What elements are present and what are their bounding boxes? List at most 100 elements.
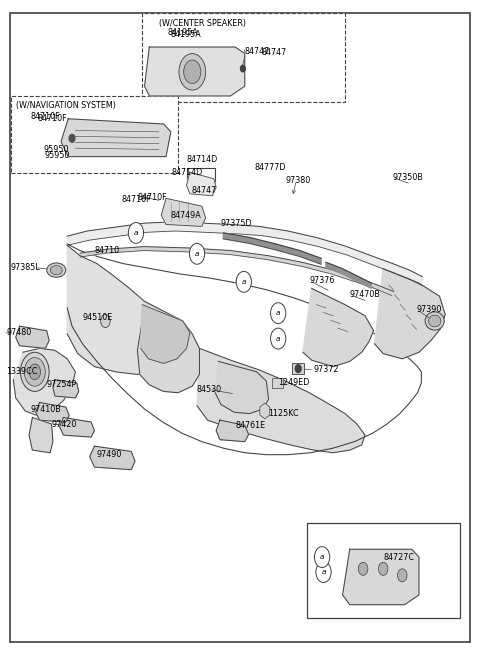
Text: 84710F: 84710F (37, 114, 67, 123)
Polygon shape (197, 348, 365, 453)
Text: 97390: 97390 (417, 305, 442, 314)
Ellipse shape (425, 312, 444, 330)
Ellipse shape (50, 265, 62, 274)
Text: (W/CENTER SPEAKER): (W/CENTER SPEAKER) (159, 19, 246, 28)
Text: 97372: 97372 (314, 365, 339, 375)
Polygon shape (60, 417, 95, 437)
Polygon shape (343, 550, 419, 605)
Text: 84714D: 84714D (172, 168, 203, 177)
Polygon shape (16, 326, 49, 348)
Polygon shape (374, 269, 445, 359)
Text: 84195A: 84195A (168, 28, 198, 37)
Text: 94510E: 94510E (83, 313, 113, 322)
Bar (307, 523, 459, 618)
Circle shape (190, 244, 204, 264)
Polygon shape (61, 119, 171, 157)
Circle shape (101, 314, 110, 328)
Circle shape (314, 547, 330, 567)
Text: a: a (276, 310, 280, 316)
Bar (187, 168, 215, 187)
Text: a: a (320, 554, 324, 560)
Circle shape (236, 271, 252, 292)
Text: 95950: 95950 (44, 151, 70, 160)
Text: 84777D: 84777D (254, 163, 286, 172)
Text: 97490: 97490 (96, 450, 121, 459)
Polygon shape (223, 233, 321, 264)
Circle shape (184, 60, 201, 84)
Text: (W/NAVIGATION SYSTEM): (W/NAVIGATION SYSTEM) (16, 100, 116, 109)
Text: 84727C: 84727C (383, 553, 414, 561)
Polygon shape (67, 244, 421, 455)
Text: 84710: 84710 (95, 246, 120, 255)
Text: 97420: 97420 (51, 420, 77, 428)
Text: a: a (134, 230, 138, 236)
Text: 84530: 84530 (196, 385, 222, 394)
Text: 97470B: 97470B (350, 290, 381, 299)
Circle shape (69, 134, 75, 142)
Circle shape (359, 562, 368, 575)
Text: 84195A: 84195A (171, 30, 202, 39)
Polygon shape (137, 301, 199, 393)
Text: 1125KC: 1125KC (269, 409, 299, 418)
Polygon shape (161, 198, 205, 227)
Text: a: a (321, 569, 326, 575)
Bar (292, 363, 304, 375)
Circle shape (128, 223, 144, 244)
Text: 84761E: 84761E (235, 421, 265, 430)
Text: 97410B: 97410B (30, 405, 61, 413)
Ellipse shape (429, 315, 441, 327)
Text: 97480: 97480 (6, 328, 31, 337)
Circle shape (29, 364, 40, 380)
Text: 84749A: 84749A (171, 211, 202, 220)
Polygon shape (303, 288, 373, 367)
Polygon shape (67, 246, 183, 375)
Polygon shape (216, 420, 249, 441)
Circle shape (24, 358, 45, 386)
Text: 1339CC: 1339CC (6, 367, 37, 377)
Circle shape (21, 352, 49, 392)
Text: 97350B: 97350B (393, 173, 423, 182)
Polygon shape (187, 172, 216, 196)
Text: 84710F: 84710F (137, 193, 167, 202)
Circle shape (378, 562, 388, 575)
Polygon shape (53, 380, 79, 398)
Circle shape (271, 303, 286, 324)
Polygon shape (90, 446, 135, 470)
Text: 97254P: 97254P (47, 381, 77, 389)
Text: 95950: 95950 (44, 145, 69, 154)
Bar (11, 96, 178, 173)
Bar (142, 13, 345, 102)
Polygon shape (141, 305, 190, 364)
Text: 84747: 84747 (189, 181, 214, 191)
Polygon shape (29, 417, 53, 453)
Text: 1249ED: 1249ED (278, 379, 310, 388)
Circle shape (397, 569, 407, 582)
Text: 97375D: 97375D (221, 219, 252, 228)
Circle shape (240, 66, 245, 72)
Circle shape (271, 328, 286, 349)
Bar (273, 379, 283, 388)
Text: 84747: 84747 (192, 186, 217, 195)
Text: 84710F: 84710F (121, 195, 151, 204)
Polygon shape (80, 247, 394, 295)
Text: 84714D: 84714D (187, 155, 218, 164)
Polygon shape (13, 348, 75, 415)
Text: 84747: 84747 (262, 48, 287, 57)
Polygon shape (215, 362, 269, 413)
Circle shape (295, 365, 301, 373)
Text: 84710F: 84710F (30, 112, 60, 121)
Polygon shape (144, 47, 245, 96)
Circle shape (316, 561, 331, 582)
Polygon shape (36, 403, 69, 422)
Text: 84747: 84747 (245, 47, 270, 56)
Polygon shape (67, 222, 422, 286)
Ellipse shape (47, 263, 66, 277)
Text: a: a (276, 335, 280, 342)
Text: a: a (195, 251, 199, 257)
Text: 97380: 97380 (285, 176, 311, 185)
Text: 97376: 97376 (309, 276, 335, 285)
Circle shape (179, 54, 205, 90)
Text: 97385L: 97385L (11, 263, 41, 272)
Text: a: a (241, 279, 246, 285)
Polygon shape (326, 262, 371, 288)
